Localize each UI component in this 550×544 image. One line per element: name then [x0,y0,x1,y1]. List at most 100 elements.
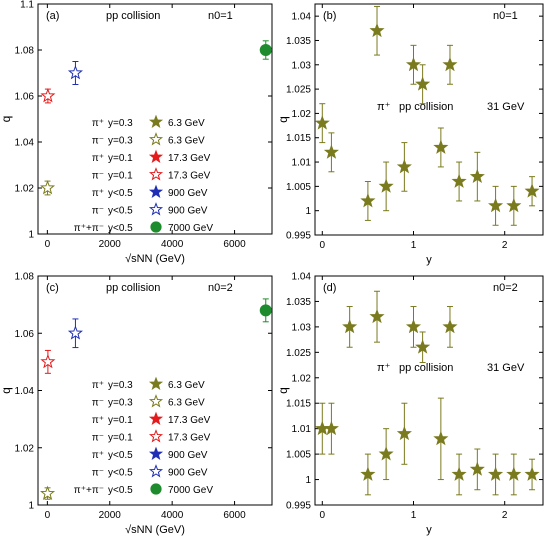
y-tick-label: 1 [28,501,34,512]
data-point [323,420,339,436]
data-point [67,325,83,340]
data-point [396,158,412,174]
legend-marker [148,429,164,443]
data-point [378,178,394,193]
panel-label: (d) [323,282,336,294]
x-tick-label: 2 [502,510,508,521]
data-point [506,466,522,481]
data-point [259,304,272,317]
data-point [451,173,467,188]
y-tick-label: 1.015 [286,399,311,410]
annotation: n0=2 [493,282,518,294]
data-point [323,144,339,159]
data-point [469,461,485,476]
x-tick-label: 2 [502,240,508,251]
data-point [40,353,56,369]
legend-energy: 900 GeV [168,468,208,479]
annotation: 31 GeV [487,362,525,374]
annotation: pp collision [399,362,453,374]
data-point [415,76,431,91]
y-tick-label: 1 [28,230,34,241]
x-tick-label: 6000 [223,239,246,250]
data-point [314,115,330,130]
legend-energy: 7000 GeV [168,223,213,234]
x-tick-label: 0 [320,510,326,521]
y-tick-label: 1.005 [286,450,311,461]
legend-energy: 17.3 GeV [168,171,211,182]
panel-d: 0 1 2 0.995 1 1.005 1.01 1.015 1.02 1.025 1.03 1.03… [276,272,544,536]
legend-marker [148,167,164,181]
legend-particle: π⁺ [92,118,104,129]
legend-particle: π⁻ [92,433,104,444]
annotation: π⁺ [377,362,391,374]
legend-particle: π⁺ [92,153,104,164]
y-tick-label: 1.08 [15,272,35,283]
y-tick-label: 1.04 [292,12,312,23]
data-point [469,168,485,184]
y-tick-label: 1.02 [292,373,312,384]
y-tick-label: 1 [305,475,311,486]
y-tick-label: 1.04 [15,386,35,397]
legend-rapidity: y=0.3 [108,118,133,129]
x-tick-label: 6000 [223,510,246,521]
y-tick-label: 0.995 [286,231,311,242]
y-tick-label: 1.005 [286,182,311,193]
legend-particle: π⁻ [92,136,104,147]
annotation: π⁺ [377,101,391,113]
y-tick-label: 1.06 [15,329,35,340]
data-point [67,65,83,80]
y-axis-label: q [0,116,13,123]
data-point [442,318,458,334]
y-tick-label: 1.025 [286,348,311,359]
legend-marker [148,114,164,129]
legend-rapidity: y<0.5 [108,468,133,479]
annotation: pp collision [106,10,160,22]
panel-b: 0 1 2 0.995 1 1.005 1.01 1.015 1.02 1.025 1.03 1.03… [276,3,544,266]
y-tick-label: 1.02 [15,443,35,454]
legend-marker [150,483,162,495]
annotation: n0=1 [493,10,518,22]
y-tick-label: 1.06 [15,92,35,103]
data-point [488,197,504,213]
legend-energy: 6.3 GeV [168,398,205,409]
panel-label: (b) [323,10,336,22]
data-point [488,466,504,481]
legend-energy: 17.3 GeV [168,153,211,164]
legend-particle: π⁺ [92,380,104,391]
legend-rapidity: y<0.5 [108,223,133,234]
y-tick-label: 1.04 [292,272,312,283]
x-tick-label: 4000 [161,239,184,250]
legend-marker [148,394,164,408]
annotation: n0=1 [208,10,233,22]
data-point [405,318,422,334]
y-axis-label: q [276,116,290,123]
legend-particle: π⁻ [92,171,104,182]
legend-particle: π⁺+π⁻ [74,223,104,234]
y-tick-label: 1 [305,206,311,217]
legend-particle: π⁻ [92,206,104,217]
x-tick-label: 2000 [99,510,122,521]
legend-rapidity: y=0.1 [108,153,133,164]
data-point [451,466,467,481]
legend-marker [148,376,164,391]
legend-energy: 7000 GeV [168,485,213,496]
legend-particle: π⁻ [92,398,104,409]
data-point [415,339,431,354]
legend-rapidity: y=0.1 [108,171,133,182]
panel-a: 0 2000 4000 6000 1 1.02 1.04 1.06 1.08 1.1 √sNN (G… [0,0,273,265]
legend-energy: 17.3 GeV [168,415,211,426]
legend-marker [148,149,164,164]
data-point [369,22,385,38]
y-tick-label: 1.01 [292,158,312,169]
plot-frame [37,3,273,235]
annotation: 31 GeV [487,101,525,113]
legend-marker [150,221,162,233]
legend-rapidity: y<0.5 [108,188,133,199]
annotation: pp collision [106,282,160,294]
data-point [396,425,412,441]
data-point [360,466,376,481]
data-point [360,193,376,208]
legend-marker [148,184,164,199]
data-point [40,485,56,500]
annotation: pp collision [399,101,453,113]
